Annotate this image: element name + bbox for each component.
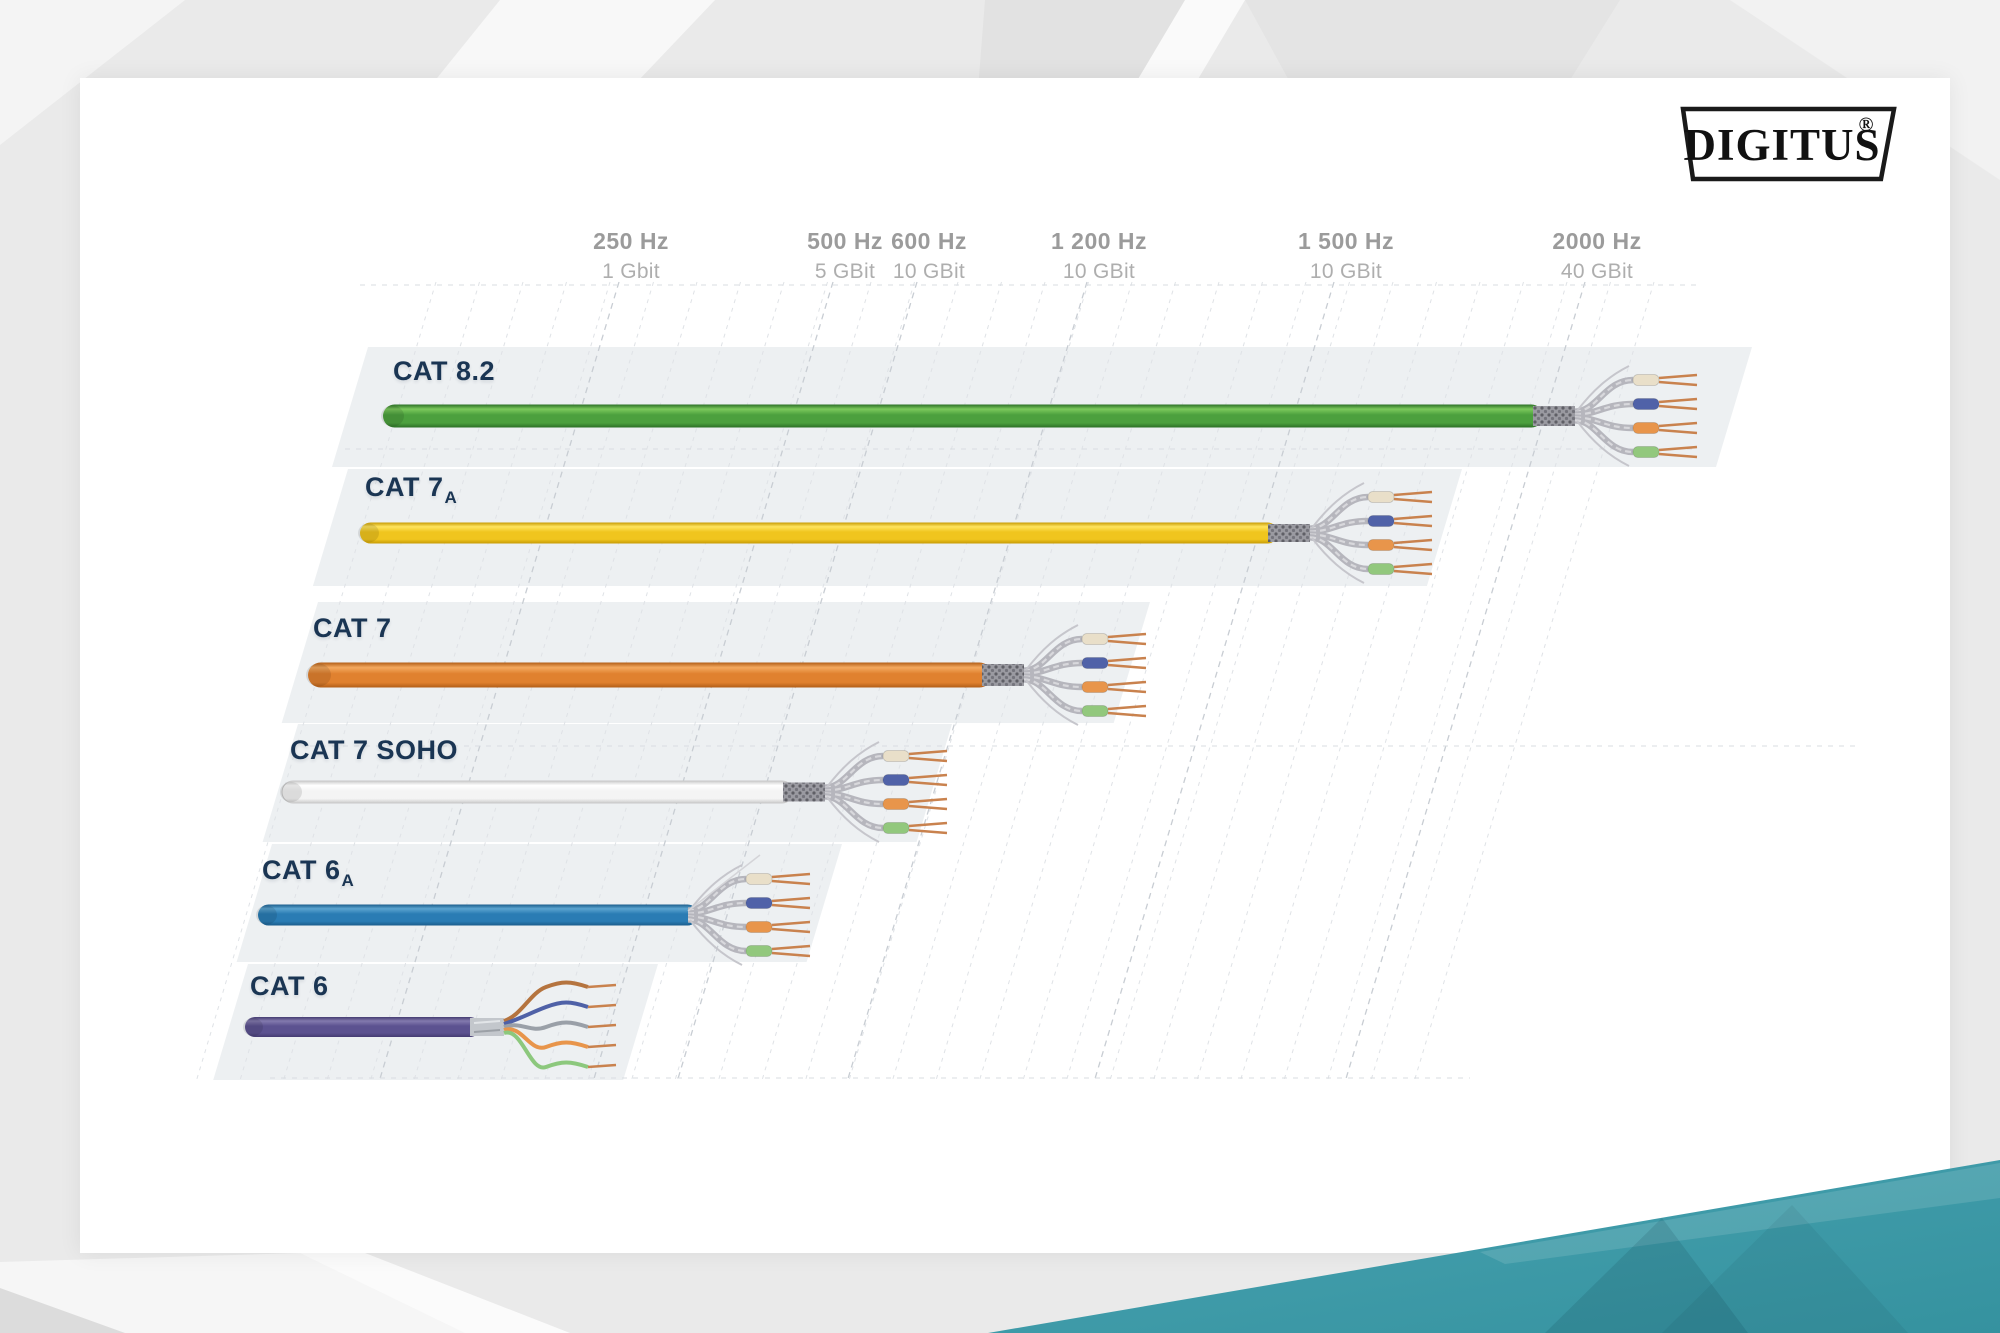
logo-registered-mark: ®	[1859, 114, 1874, 136]
content-card	[80, 78, 1950, 1253]
bg-streak	[0, 1253, 480, 1333]
bg-streak	[300, 1253, 570, 1333]
bg-streak	[0, 1288, 125, 1333]
digitus-logo: DIGITUS ®	[1680, 106, 1897, 182]
logo-brand-text: DIGITUS	[1683, 120, 1880, 170]
